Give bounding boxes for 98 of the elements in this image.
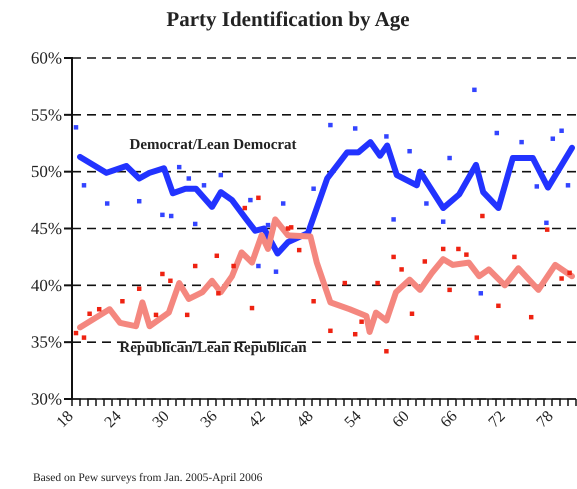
point	[136, 286, 142, 291]
y-tick-label: 55%	[30, 105, 62, 124]
point	[160, 212, 165, 218]
point	[288, 225, 294, 230]
point	[559, 128, 564, 133]
point	[256, 264, 261, 268]
point	[231, 264, 236, 268]
point	[496, 304, 501, 308]
point	[82, 335, 86, 340]
point	[567, 270, 572, 276]
y-tick-label: 50%	[30, 162, 62, 182]
x-tick-label: 42	[245, 408, 269, 432]
point	[120, 299, 125, 304]
x-tick-label: 30	[149, 408, 173, 432]
point	[311, 186, 316, 191]
point	[160, 272, 165, 276]
point	[391, 217, 396, 222]
point	[447, 288, 452, 292]
y-tick-label: 40%	[30, 276, 62, 295]
x-tick-label: 18	[53, 408, 77, 432]
point	[242, 206, 248, 210]
point	[168, 278, 173, 284]
point	[359, 319, 364, 324]
point	[478, 291, 484, 296]
point	[87, 312, 92, 316]
point	[566, 183, 570, 188]
point	[311, 299, 316, 304]
x-tick-label: 60	[389, 408, 413, 432]
point	[250, 306, 254, 310]
series-label: Democrat/Lean Democrat	[129, 137, 297, 153]
point	[192, 222, 198, 226]
point	[399, 267, 404, 272]
text: Based on Pew surveys from Jan. 2005-April 2006	[33, 472, 263, 484]
point	[472, 88, 477, 92]
point	[74, 125, 78, 130]
point	[154, 312, 158, 318]
point	[214, 254, 220, 258]
point	[410, 312, 414, 316]
point	[550, 136, 556, 141]
x-tick-label: 72	[485, 408, 509, 432]
point	[391, 254, 396, 260]
point	[375, 280, 380, 286]
series-label: Republican/Lean Republican	[119, 340, 308, 356]
point	[328, 122, 333, 128]
point	[464, 252, 469, 257]
point	[186, 176, 192, 181]
point	[534, 184, 540, 189]
x-tick-label: 54	[341, 408, 365, 432]
point	[202, 183, 206, 188]
point	[559, 276, 564, 281]
chart-title: Party Identification by Age	[166, 7, 410, 31]
point	[447, 156, 452, 160]
point	[544, 220, 549, 226]
point	[544, 227, 550, 232]
point	[274, 269, 278, 274]
point	[168, 214, 174, 218]
point	[280, 201, 286, 206]
point	[266, 222, 270, 228]
point	[216, 291, 221, 296]
point	[82, 183, 86, 188]
point	[384, 349, 389, 354]
point	[519, 140, 524, 144]
point	[407, 148, 412, 154]
point	[440, 219, 446, 224]
x-tick-label: 78	[533, 408, 557, 432]
point	[384, 134, 389, 139]
y-tick-label: 30%	[30, 389, 62, 408]
point	[422, 259, 428, 264]
point	[256, 196, 261, 200]
y-tick-label: 35%	[30, 332, 62, 352]
point	[218, 172, 224, 178]
point	[176, 164, 182, 170]
point	[74, 330, 78, 336]
x-tick-label: 36	[197, 408, 221, 432]
point	[528, 314, 534, 320]
point	[456, 246, 461, 252]
point	[512, 254, 517, 260]
point	[296, 248, 302, 252]
point	[480, 214, 485, 218]
x-tick-label: 48	[293, 408, 317, 432]
point	[248, 198, 253, 202]
point	[136, 198, 142, 204]
point	[352, 332, 358, 336]
point	[184, 312, 190, 318]
y-tick-label: 45%	[30, 218, 62, 238]
x-tick-label: 24	[101, 408, 125, 432]
point	[494, 130, 500, 136]
point	[474, 335, 480, 340]
point	[352, 126, 358, 131]
point	[328, 328, 333, 334]
point	[440, 246, 446, 252]
x-tick-label: 66	[437, 408, 461, 432]
point	[96, 306, 102, 312]
point	[342, 280, 348, 286]
point	[104, 201, 110, 206]
point	[424, 201, 429, 206]
y-tick-label: 60%	[30, 48, 62, 68]
point	[192, 264, 198, 268]
